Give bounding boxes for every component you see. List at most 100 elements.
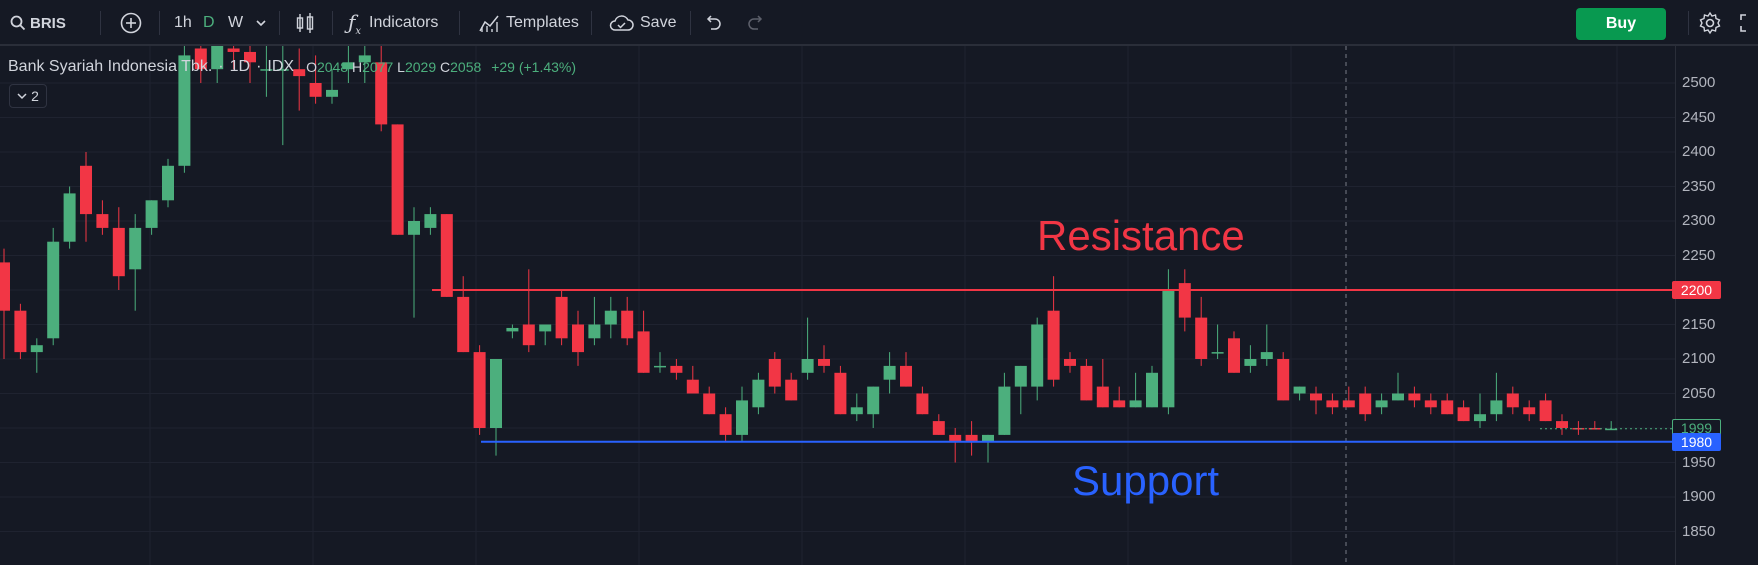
candle-body <box>867 386 880 415</box>
candle-body <box>785 379 798 401</box>
candle-body <box>1277 359 1290 401</box>
candle-body <box>1228 338 1240 373</box>
candle-body <box>1260 352 1273 359</box>
undo-icon <box>706 15 721 30</box>
price-tick-label: 2250 <box>1682 246 1716 264</box>
settings-button[interactable] <box>1698 0 1722 46</box>
toolbar-divider <box>279 11 280 35</box>
redo-button[interactable] <box>747 0 765 46</box>
legend-low-label: L <box>397 59 405 75</box>
candle-body <box>752 379 765 408</box>
indicators-label: Indicators <box>369 14 439 31</box>
legend-open-label: O <box>306 59 317 75</box>
chart-type-button[interactable] <box>295 0 315 46</box>
candle-body <box>1310 393 1322 401</box>
legend-close-value: 2058 <box>450 59 482 75</box>
buy-button[interactable]: Buy <box>1576 8 1666 40</box>
candle-body <box>1506 393 1519 408</box>
templates-label: Templates <box>506 14 579 31</box>
candle-body <box>14 310 27 353</box>
symbol-search[interactable]: BRIS <box>10 0 66 46</box>
candle-body <box>1375 400 1388 408</box>
save-button[interactable]: Save <box>608 0 676 46</box>
candle-body <box>900 365 912 387</box>
undo-button[interactable] <box>704 0 722 46</box>
candle-body <box>982 434 994 442</box>
legend-change: +29 (+1.43%) <box>491 59 577 75</box>
candle-body <box>1539 400 1552 422</box>
candle-body <box>1474 414 1486 422</box>
candle-body <box>949 434 962 442</box>
candle-body <box>834 372 847 415</box>
candle-body <box>1457 407 1470 422</box>
candle-body <box>473 352 486 428</box>
indicators-button[interactable]: ƒx Indicators <box>348 0 438 46</box>
candle-body <box>0 262 10 311</box>
candle-body <box>1244 359 1257 366</box>
candle-body <box>1195 317 1208 359</box>
candle-body <box>96 214 109 228</box>
candle-body <box>1490 400 1503 415</box>
legend-close-label: C <box>440 59 451 75</box>
interval-d[interactable]: D <box>203 0 215 46</box>
compare-button[interactable] <box>120 0 142 46</box>
gear-icon <box>1699 11 1721 35</box>
legend-low-value: 2029 <box>404 59 437 75</box>
candle-body <box>1359 393 1372 415</box>
symbol-legend: Bank Syariah Indonesia Tbk. · 1D · IDX O… <box>8 58 576 76</box>
candle-body <box>440 214 453 297</box>
templates-button[interactable]: Templates <box>478 0 579 46</box>
price-tick-label: 1900 <box>1682 488 1716 505</box>
interval-1h-label: 1h <box>174 14 192 31</box>
candle-body <box>211 46 224 70</box>
candle-body <box>490 359 502 428</box>
candle-body <box>1096 386 1109 408</box>
candle-body <box>1178 283 1191 318</box>
candle-body <box>637 331 650 373</box>
candle-body <box>391 124 404 235</box>
interval-1h[interactable]: 1h <box>174 0 192 46</box>
candle-body <box>654 365 666 368</box>
support-label[interactable]: Support <box>1072 457 1220 504</box>
candle-body <box>358 55 371 63</box>
candle-body <box>342 62 355 70</box>
candle-body <box>916 393 929 415</box>
buy-label: Buy <box>1605 15 1637 32</box>
candle-body <box>194 48 207 70</box>
resistance-label[interactable]: Resistance <box>1037 212 1245 259</box>
chart-area[interactable] <box>0 46 1675 565</box>
interval-w[interactable]: W <box>228 0 243 46</box>
price-axis[interactable] <box>1675 46 1758 565</box>
candle-body <box>1572 428 1585 430</box>
interval-dropdown[interactable] <box>255 0 267 46</box>
candle-body <box>1342 400 1355 408</box>
candle-body <box>1326 400 1339 408</box>
toolbar-divider <box>100 11 101 35</box>
candle-body <box>736 400 748 435</box>
legend-symbol-name[interactable]: Bank Syariah Indonesia Tbk. <box>8 58 213 75</box>
add-circle-icon <box>120 12 142 34</box>
candle-body <box>1047 310 1060 380</box>
candle-body <box>63 193 76 242</box>
candle-body <box>112 227 125 277</box>
candles-icon <box>296 13 314 33</box>
candle-body <box>408 221 420 235</box>
candle-body <box>1605 428 1618 431</box>
legend-high-label: H <box>352 59 363 75</box>
candle-body <box>1424 400 1437 408</box>
templates-icon <box>479 15 499 32</box>
price-tick-label: 2350 <box>1682 177 1716 195</box>
candle-body <box>309 83 322 97</box>
legend-collapse-button[interactable]: 2 <box>9 84 47 108</box>
candlestick-chart[interactable] <box>0 46 1675 565</box>
candle-body <box>932 421 945 435</box>
candle-body <box>244 51 256 63</box>
candle-body <box>588 324 601 339</box>
candle-body <box>965 434 978 442</box>
cloud-icon <box>609 15 634 31</box>
price-tick-label: 2500 <box>1682 74 1716 91</box>
legend-interval: 1D <box>229 58 251 75</box>
fullscreen-button[interactable] <box>1740 0 1758 46</box>
candle-body <box>1523 407 1536 415</box>
legend-separator: · <box>256 58 262 75</box>
